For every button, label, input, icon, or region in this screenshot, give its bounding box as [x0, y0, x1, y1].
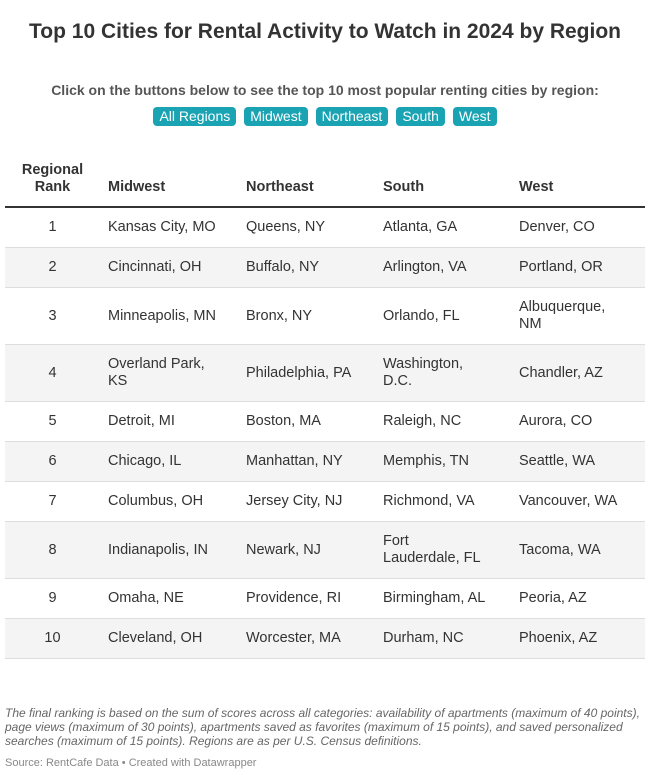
city-cell: Manhattan, NY [238, 441, 375, 482]
footnote: The final ranking is based on the sum of… [5, 706, 640, 748]
city-cell: Providence, RI [238, 578, 375, 619]
city-cell: Richmond, VA [375, 481, 511, 522]
region-button[interactable]: South [396, 107, 445, 126]
table-row: 6 Chicago, IL Manhattan, NY Memphis, TN Seat… [5, 441, 645, 482]
city-cell: Denver, CO [511, 207, 645, 248]
table-row: 9 Omaha, NE Providence, RI Birmingham, AL Pe… [5, 578, 645, 619]
city-cell: Raleigh, NC [375, 401, 511, 442]
city-cell: Overland Park, KS [100, 344, 238, 402]
region-button[interactable]: West [452, 107, 497, 126]
city-cell: Arlington, VA [375, 247, 511, 288]
city-cell: Chandler, AZ [511, 344, 645, 402]
table-row: 10 Cleveland, OH Worcester, MA Durham, NC Ph… [5, 618, 645, 659]
city-cell: Atlanta, GA [375, 207, 511, 248]
column-header: Northeast [238, 158, 375, 208]
city-cell: Chicago, IL [100, 441, 238, 482]
rank-cell: 5 [5, 401, 100, 442]
city-cell: Peoria, AZ [511, 578, 645, 619]
rank-cell: 10 [5, 618, 100, 659]
city-cell: Portland, OR [511, 247, 645, 288]
city-cell: Jersey City, NJ [238, 481, 375, 522]
table: Regional Rank Midwest Northeast South West 1… [5, 158, 645, 659]
table-row: 3 Minneapolis, MN Bronx, NY Orlando, FL Albu… [5, 287, 645, 345]
city-cell: Tacoma, WA [511, 521, 645, 579]
city-cell: Orlando, FL [375, 287, 511, 345]
city-cell: Philadelphia, PA [238, 344, 375, 402]
city-cell: Bronx, NY [238, 287, 375, 345]
city-cell: Aurora, CO [511, 401, 645, 442]
rank-cell: 4 [5, 344, 100, 402]
city-cell: Durham, NC [375, 618, 511, 659]
table-row: 8 Indianapolis, IN Newark, NJ Fort Lauderda… [5, 521, 645, 579]
table-body: 1 Kansas City, MO Queens, NY Atlanta, GA Den… [5, 207, 645, 659]
city-cell: Minneapolis, MN [100, 287, 238, 345]
subtitle: Click on the buttons below to see the to… [51, 82, 599, 98]
table-row: 2 Cincinnati, OH Buffalo, NY Arlington, VA P… [5, 247, 645, 288]
header-row: Regional Rank Midwest Northeast South West [5, 158, 645, 208]
city-cell: Cincinnati, OH [100, 247, 238, 288]
city-cell: Memphis, TN [375, 441, 511, 482]
city-cell: Omaha, NE [100, 578, 238, 619]
rank-cell: 9 [5, 578, 100, 619]
rank-cell: 7 [5, 481, 100, 522]
city-cell: Worcester, MA [238, 618, 375, 659]
rank-cell: 3 [5, 287, 100, 345]
city-cell: Vancouver, WA [511, 481, 645, 522]
table-row: 5 Detroit, MI Boston, MA Raleigh, NC Aurora,… [5, 401, 645, 442]
rank-cell: 6 [5, 441, 100, 482]
city-cell: Queens, NY [238, 207, 375, 248]
city-cell: Washington, D.C. [375, 344, 511, 402]
city-cell: Cleveland, OH [100, 618, 238, 659]
city-cell: Newark, NJ [238, 521, 375, 579]
rank-cell: 1 [5, 207, 100, 248]
city-cell: Phoenix, AZ [511, 618, 645, 659]
region-button[interactable]: All Regions [153, 107, 237, 126]
button-bar: All Regions Midwest Northeast South West [0, 107, 650, 126]
region-button[interactable]: Northeast [315, 107, 389, 126]
column-header: Midwest [100, 158, 238, 208]
city-cell: Buffalo, NY [238, 247, 375, 288]
column-header: Regional Rank [5, 158, 100, 208]
table-row: 7 Columbus, OH Jersey City, NJ Richmond, VA… [5, 481, 645, 522]
region-button[interactable]: Midwest [244, 107, 308, 126]
city-cell: Kansas City, MO [100, 207, 238, 248]
column-header: South [375, 158, 511, 208]
column-header: West [511, 158, 645, 208]
table-row: 1 Kansas City, MO Queens, NY Atlanta, GA Den… [5, 207, 645, 248]
city-cell: Seattle, WA [511, 441, 645, 482]
rank-cell: 8 [5, 521, 100, 579]
city-cell: Boston, MA [238, 401, 375, 442]
table-row: 4 Overland Park, KS Philadelphia, PA Washin… [5, 344, 645, 402]
rank-cell: 2 [5, 247, 100, 288]
city-cell: Birmingham, AL [375, 578, 511, 619]
city-cell: Detroit, MI [100, 401, 238, 442]
city-cell: Fort Lauderdale, FL [375, 521, 511, 579]
city-cell: Columbus, OH [100, 481, 238, 522]
source: Source: RentCafe Data • Created with Dat… [5, 757, 257, 769]
title: Top 10 Cities for Rental Activity to Wat… [29, 20, 621, 43]
city-cell: Albuquerque, NM [511, 287, 645, 345]
city-cell: Indianapolis, IN [100, 521, 238, 579]
